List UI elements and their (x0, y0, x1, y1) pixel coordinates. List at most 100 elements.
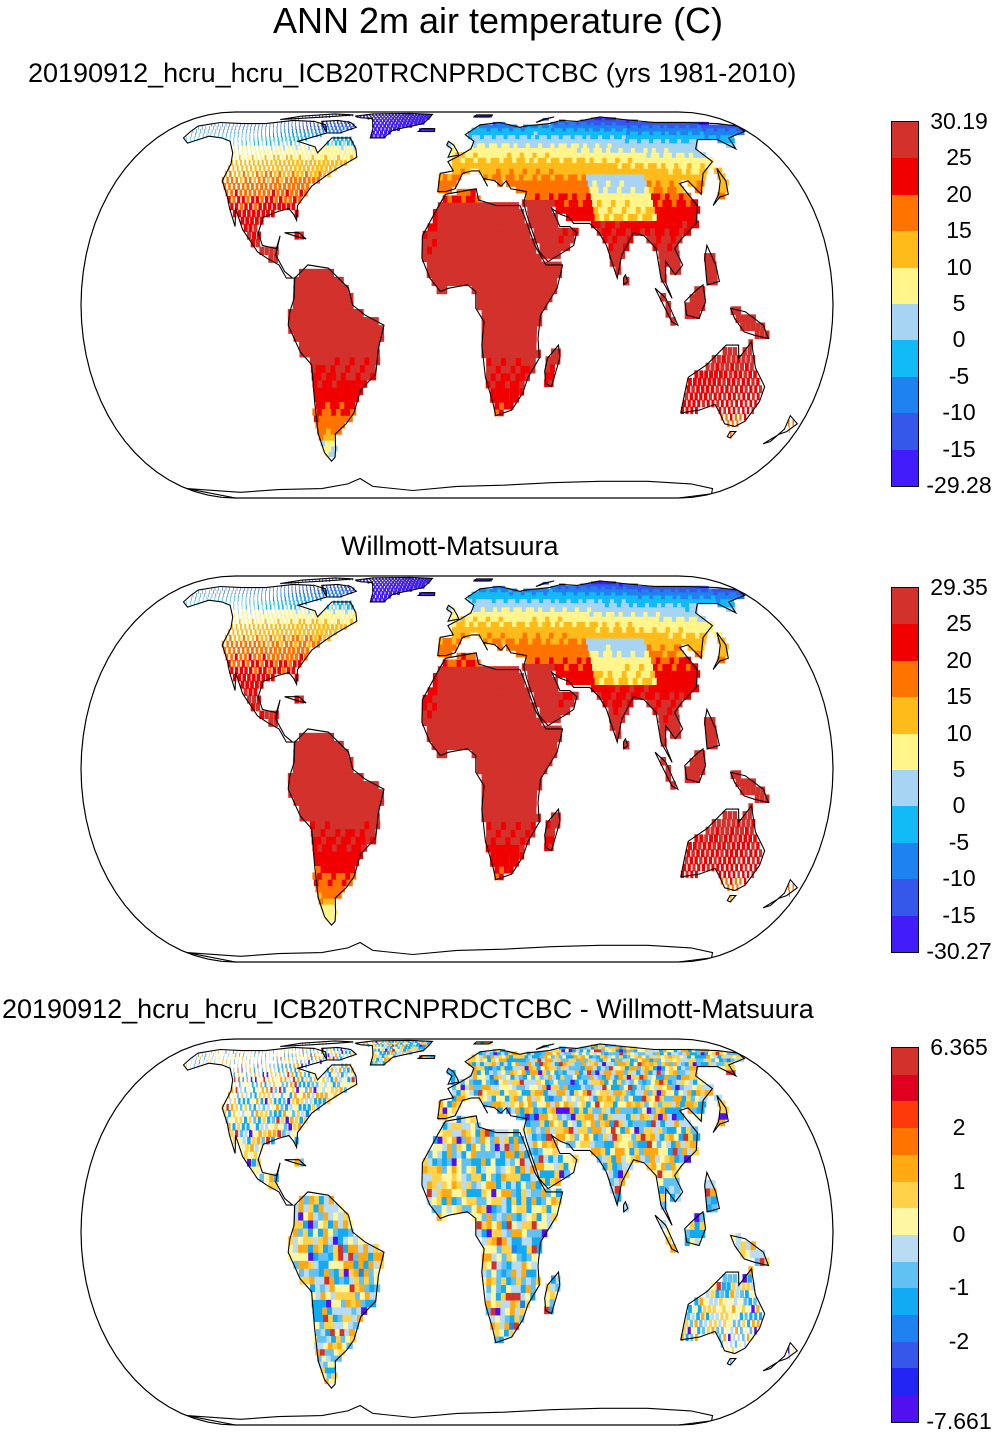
map-grid-cell (333, 285, 338, 294)
panel-2-title: Willmott-Matsuura (341, 531, 559, 562)
map-grid-cell (491, 380, 496, 388)
map-grid-cell (522, 294, 528, 303)
map-grid-cell (370, 829, 376, 837)
map-grid-cell (337, 601, 339, 606)
map-grid-cell (338, 317, 344, 326)
map-grid-cell (244, 203, 247, 211)
map-grid-cell (491, 829, 496, 837)
map-grid-cell (227, 593, 228, 597)
map-grid-cell (349, 866, 355, 874)
map-grid-cell (452, 742, 458, 751)
map-grid-cell (240, 203, 243, 211)
map-grid-cell (258, 126, 259, 130)
map-grid-cell (191, 133, 192, 137)
map-grid-cell (757, 393, 760, 401)
map-grid-cell (260, 619, 262, 625)
map-grid-cell (343, 605, 346, 610)
colorbar-label: 30.19 (922, 110, 996, 133)
map-grid-cell (506, 350, 511, 358)
map-grid-cell (294, 641, 297, 648)
map-grid-cell (250, 133, 251, 137)
map-grid-cell (501, 270, 507, 279)
map-grid-cell (313, 757, 319, 766)
map-grid-cell (297, 647, 300, 654)
map-grid-cell (502, 318, 508, 327)
map-grid-cell (556, 726, 562, 735)
map-grid-cell (506, 270, 512, 279)
map-grid-cell (256, 647, 259, 654)
map-grid-cell (487, 742, 493, 751)
map-grid-cell (442, 742, 448, 751)
map-grid-cell (733, 407, 736, 414)
map-grid-cell (496, 350, 501, 358)
map-grid-cell (228, 647, 231, 654)
map-grid-cell (501, 726, 507, 735)
map-grid-cell (363, 797, 369, 806)
map-grid-cell (313, 309, 319, 318)
map-grid-cell (303, 285, 308, 294)
map-grid-cell (457, 223, 463, 231)
map-grid-cell (253, 641, 256, 648)
colorbar-swatch (892, 377, 918, 413)
map-grid-cell (443, 195, 448, 202)
map-grid-cell (309, 635, 312, 642)
map-grid-cell (281, 641, 284, 648)
map-grid-cell (262, 141, 263, 146)
map-grid-cell (274, 171, 277, 178)
map-grid-cell (251, 660, 254, 667)
map-grid-cell (517, 774, 523, 783)
map-grid-cell (706, 385, 710, 393)
map-grid-cell (270, 196, 274, 203)
map-grid-cell (318, 624, 321, 630)
map-grid-cell (512, 758, 518, 767)
map-grid-cell (318, 749, 323, 758)
map-grid-cell (310, 150, 313, 156)
map-grid-cell (471, 209, 477, 217)
map-grid-cell (326, 150, 329, 156)
map-grid-cell (333, 781, 339, 790)
map-grid-cell (692, 400, 695, 408)
map-grid-cell (496, 365, 501, 373)
map-grid-cell (495, 852, 500, 860)
map-grid-cell (236, 160, 238, 166)
map-grid-cell (522, 334, 527, 343)
map-grid-cell (500, 844, 505, 852)
map-grid-cell (252, 232, 256, 240)
map-grid-cell (249, 160, 251, 166)
map-grid-cell (457, 742, 463, 751)
map-grid-cell (456, 632, 461, 638)
map-grid-cell (206, 126, 207, 130)
map-grid-cell (730, 414, 732, 421)
map-grid-cell (512, 790, 517, 799)
map-grid-cell (234, 137, 235, 142)
map-grid-cell (255, 217, 259, 225)
map-grid-cell (235, 641, 238, 648)
map-grid-cell (251, 614, 253, 620)
map-grid-cell (687, 385, 691, 393)
map-grid-cell (265, 601, 266, 606)
map-grid-cell (333, 293, 339, 302)
map-grid-cell (202, 590, 203, 594)
map-grid-cell (328, 898, 335, 905)
map-grid-cell (432, 734, 438, 743)
map-grid-cell (209, 126, 210, 130)
map-grid-cell (335, 605, 338, 610)
map-grid-cell (329, 629, 332, 635)
map-grid-cell (491, 246, 497, 254)
map-grid-cell (497, 318, 503, 327)
map-grid-cell (262, 590, 263, 594)
map-grid-cell (235, 129, 236, 133)
map-grid-cell (333, 137, 335, 142)
map-grid-cell (252, 635, 254, 642)
map-grid-cell (257, 624, 259, 630)
map-grid-cell (482, 790, 488, 799)
map-grid-cell (249, 203, 252, 211)
map-grid-cell (286, 155, 288, 161)
map-grid-cell (277, 667, 281, 675)
map-grid-cell (272, 653, 275, 660)
map-grid-cell (320, 165, 323, 171)
map-grid-cell (517, 294, 523, 303)
map-grid-cell (250, 609, 251, 614)
map-grid-cell (698, 378, 702, 386)
map-grid-cell (200, 593, 201, 597)
